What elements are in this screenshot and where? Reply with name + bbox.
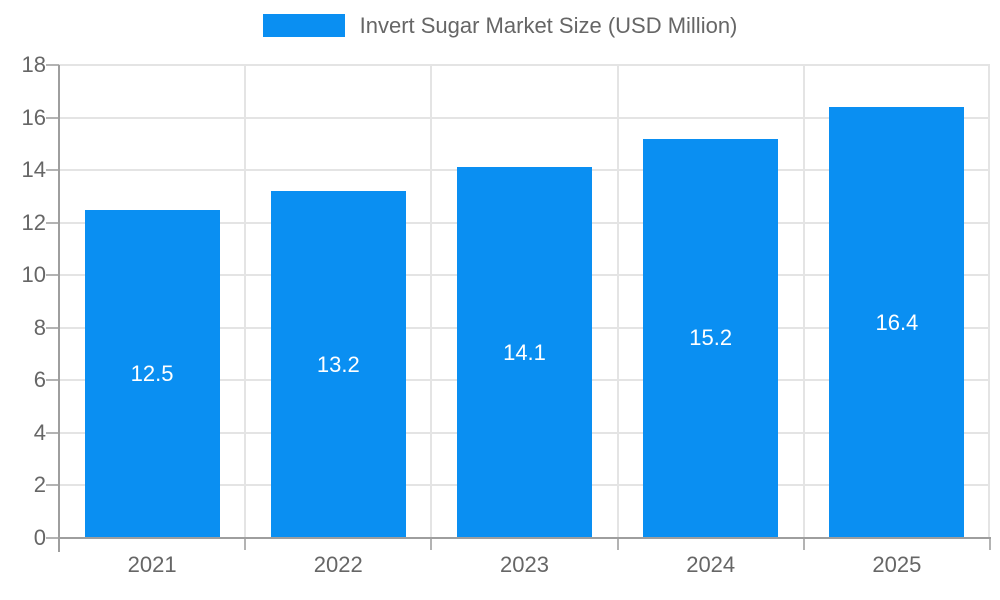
bar: [457, 167, 592, 538]
bar-value-label: 13.2: [316, 351, 360, 377]
y-axis-tick: [46, 169, 59, 172]
x-axis-tick: [430, 538, 433, 550]
y-tick-label: 8: [33, 314, 46, 340]
x-axis-tick: [244, 538, 247, 550]
bar: [829, 107, 965, 538]
bar-value-label: 16.4: [875, 309, 919, 335]
x-tick-label: 2022: [313, 552, 363, 577]
gridline-horizontal: [59, 64, 990, 66]
bar-value-label: 12.5: [130, 360, 174, 386]
y-axis-tick: [46, 431, 59, 434]
bar: [270, 191, 406, 538]
y-axis-tick: [46, 116, 59, 119]
bar-value-label: 15.2: [689, 325, 733, 351]
plot-area: 0 2 4 6 8 10 12 14 16 18 2021 2022 2023 2024 2025 12.5 1…: [22, 52, 991, 577]
y-tick-label: 14: [21, 157, 46, 183]
y-axis-tick: [46, 221, 59, 224]
gridline-vertical: [616, 65, 619, 538]
legend-swatch: [262, 14, 345, 37]
y-tick-label: 18: [21, 52, 46, 77]
y-axis-tick: [46, 537, 59, 539]
y-tick-label: 12: [21, 209, 46, 235]
legend-label: Invert Sugar Market Size (USD Million): [359, 13, 738, 38]
x-axis-tick: [616, 538, 619, 550]
bar-value-label: 14.1: [503, 339, 546, 365]
y-axis-tick: [46, 326, 59, 329]
x-axis-tick: [802, 538, 805, 550]
y-tick-label: 16: [21, 104, 46, 130]
y-axis-tick: [46, 274, 59, 277]
chart-legend: Invert Sugar Market Size (USD Million): [0, 14, 1000, 37]
x-tick-label: 2024: [686, 552, 736, 577]
y-tick-label: 10: [21, 262, 46, 288]
gridline-vertical: [802, 65, 805, 538]
x-axis-line: [58, 537, 991, 539]
y-axis-tick: [46, 379, 59, 382]
y-axis-line: [58, 65, 60, 552]
y-axis-tick: [46, 484, 59, 487]
gridline-horizontal: [59, 116, 990, 119]
y-tick-label: 4: [33, 419, 46, 445]
x-tick-label: 2023: [500, 552, 549, 577]
plot-right-border: [988, 65, 990, 538]
x-axis-tick: [989, 538, 991, 550]
x-tick-label: 2021: [127, 552, 177, 577]
gridline-vertical: [430, 65, 433, 538]
gridline-vertical: [244, 65, 247, 538]
bar: [643, 138, 779, 538]
y-tick-label: 6: [33, 367, 46, 393]
y-axis-tick: [46, 64, 59, 66]
y-tick-label: 2: [33, 472, 46, 498]
x-tick-label: 2025: [872, 552, 922, 577]
y-tick-label: 0: [33, 525, 46, 550]
bar: [84, 209, 220, 538]
